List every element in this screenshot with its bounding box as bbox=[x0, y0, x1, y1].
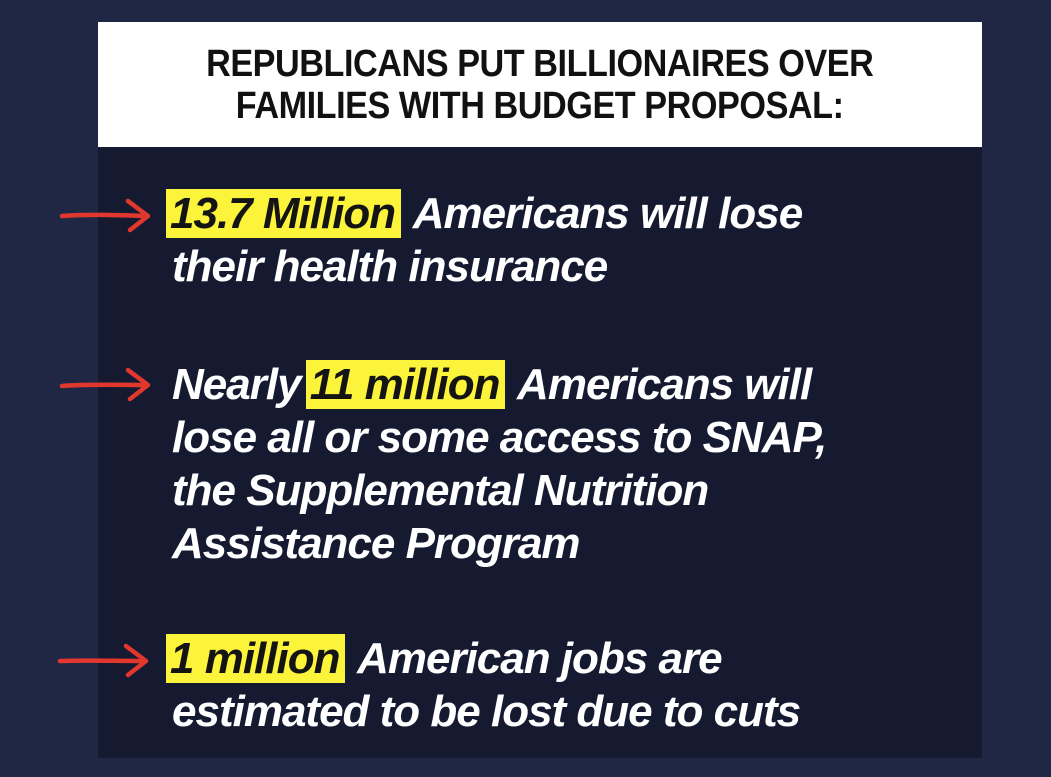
bullet-line: Nearly 11 million Americans will bbox=[172, 358, 972, 411]
bullet-line-prefix: Nearly bbox=[172, 360, 312, 409]
headline-banner: REPUBLICANS PUT BILLIONAIRES OVER FAMILI… bbox=[98, 22, 982, 147]
bullet-line: lose all or some access to SNAP, bbox=[172, 413, 827, 462]
bullet-line: estimated to be lost due to cuts bbox=[172, 687, 801, 736]
bullet-line: 1 million American jobs are bbox=[166, 632, 972, 685]
highlighted-figure: 1 million bbox=[166, 634, 346, 683]
headline-line-1: REPUBLICANS PUT BILLIONAIRES OVER bbox=[206, 42, 874, 85]
bullet-line-text: Americans will lose bbox=[403, 189, 803, 238]
bullet-line: 13.7 Million Americans will lose bbox=[166, 187, 972, 240]
bullet-text: 13.7 Million Americans will lose their h… bbox=[166, 187, 972, 293]
bullet-line-text: American jobs are bbox=[347, 634, 723, 683]
headline-line-2: FAMILIES WITH BUDGET PROPOSAL: bbox=[236, 84, 844, 127]
bullet-line: their health insurance bbox=[172, 242, 608, 291]
red-arrow-icon bbox=[57, 643, 149, 678]
bullet-text: Nearly 11 million Americans will lose al… bbox=[172, 358, 972, 570]
red-arrow-icon bbox=[59, 367, 151, 402]
bullet-line-text: Americans will bbox=[507, 360, 812, 409]
highlighted-figure: 13.7 Million bbox=[166, 189, 402, 238]
red-arrow-icon bbox=[59, 198, 151, 233]
highlighted-figure: 11 million bbox=[305, 360, 506, 409]
bullet-line: the Supplemental Nutrition bbox=[172, 466, 709, 515]
bullet-text: 1 million American jobs are estimated to… bbox=[166, 632, 972, 738]
bullet-line: Assistance Program bbox=[172, 519, 581, 568]
